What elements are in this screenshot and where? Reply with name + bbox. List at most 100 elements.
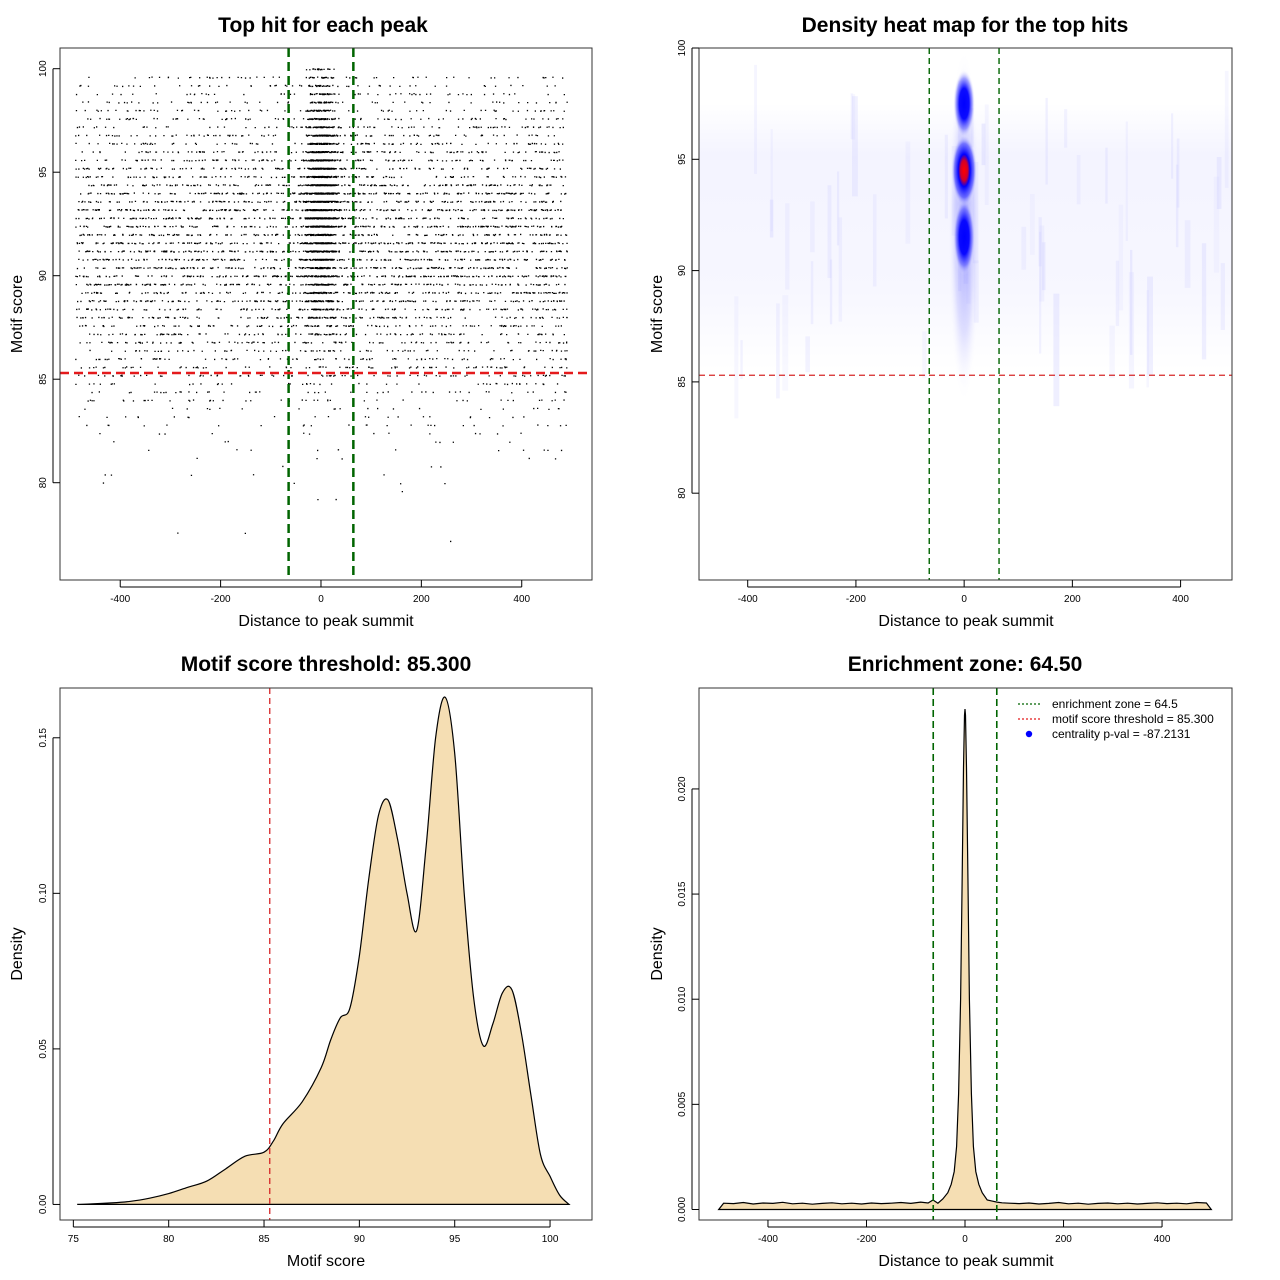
x-tick-label: -400 [738, 594, 758, 605]
score-density-y-label: Density [9, 927, 26, 980]
background-density-streak [805, 336, 810, 373]
y-tick-label: 0.005 [677, 1091, 688, 1116]
hotspot-lower [953, 199, 976, 276]
background-density-streak [1213, 176, 1220, 273]
background-density-streak [740, 340, 743, 379]
score-density-area [77, 696, 571, 1205]
background-density-streak [1220, 263, 1225, 330]
background-density-streak [1039, 231, 1042, 354]
x-tick-label: 200 [413, 594, 430, 605]
y-tick-label: 80 [677, 487, 688, 499]
x-tick-label: -200 [846, 594, 866, 605]
y-tick-label: 90 [38, 270, 49, 282]
scatter-point-cloud [75, 68, 568, 543]
legend: enrichment zone = 64.5 motif score thres… [1018, 697, 1214, 741]
background-density-streak [1224, 70, 1229, 188]
y-tick-label: 85 [38, 373, 49, 385]
scatter-x-label: Distance to peak summit [238, 613, 414, 630]
x-tick-label: -400 [110, 594, 130, 605]
heatmap-reference-lines [699, 48, 1232, 580]
background-density-streak [1128, 272, 1135, 389]
score-density-x-axis: 75 80 85 90 95 100 [68, 1220, 559, 1245]
scatter-y-axis: 80 85 90 95 100 [38, 60, 60, 488]
y-tick-label: 0.10 [38, 883, 49, 903]
x-tick-label: 80 [163, 1234, 175, 1245]
y-tick-label: 95 [677, 153, 688, 165]
heatmap-x-axis: -400 -200 0 200 400 [738, 580, 1189, 605]
heatmap-title: Density heat map for the top hits [802, 14, 1129, 37]
score-density-x-label: Motif score [287, 1253, 365, 1270]
background-density-streak [829, 259, 833, 325]
background-density-streak [872, 194, 877, 287]
distance-density-y-axis: 0.000 0.005 0.010 0.015 0.020 [677, 776, 699, 1222]
background-density-streak [838, 217, 843, 322]
background-density-streak [769, 199, 774, 238]
background-density-streak [1064, 109, 1068, 148]
background-density-streak [1146, 290, 1149, 388]
x-tick-label: -200 [856, 1234, 876, 1245]
heatmap-x-label: Distance to peak summit [878, 613, 1054, 630]
x-tick-label: 0 [318, 594, 324, 605]
background-density-streak [1109, 325, 1115, 379]
heatmap-hotspots [948, 48, 981, 405]
x-tick-label: 95 [449, 1234, 461, 1245]
score-density-frame [59, 687, 593, 1221]
background-density-streak [1045, 97, 1048, 185]
background-density-streak [1216, 157, 1222, 209]
x-tick-label: 400 [513, 594, 530, 605]
scatter-reference-lines [60, 48, 592, 580]
y-tick-label: 100 [38, 60, 49, 77]
y-tick-label: 0.010 [677, 986, 688, 1011]
background-density-streak [1038, 217, 1042, 267]
heatmap-y-axis: 80 85 90 95 100 [677, 39, 699, 499]
background-density-streak [922, 331, 927, 379]
scatter-plot-frame [59, 47, 593, 581]
y-tick-label: 80 [38, 477, 49, 489]
y-tick-label: 85 [677, 376, 688, 388]
heatmap-plot-frame [698, 47, 1233, 581]
background-density-streak [1053, 293, 1060, 407]
background-density-streak [944, 134, 948, 219]
y-tick-label: 0.020 [677, 776, 688, 801]
background-density-streak [1039, 225, 1045, 302]
x-tick-label: 400 [1154, 1234, 1171, 1245]
y-tick-label: 90 [677, 265, 688, 277]
background-density-streak [1041, 242, 1046, 291]
y-tick-label: 0.015 [677, 881, 688, 906]
background-density-streak [1130, 249, 1133, 355]
legend-label-centrality: centrality p-val = -87.2131 [1052, 727, 1191, 741]
background-density-streak [1125, 121, 1128, 242]
background-density-streak [785, 203, 790, 290]
distance-density-y-label: Density [649, 927, 666, 980]
distance-density-x-axis: -400 -200 0 200 400 [758, 1220, 1171, 1245]
background-density-streak [1176, 138, 1180, 208]
scatter-y-label: Motif score [9, 275, 26, 353]
background-density-streak [1118, 204, 1124, 311]
x-tick-label: 75 [68, 1234, 80, 1245]
legend-label-enrichment-zone: enrichment zone = 64.5 [1052, 697, 1178, 711]
background-density-streak [852, 96, 858, 197]
score-density-title: Motif score threshold: 85.300 [181, 653, 472, 676]
panel-heatmap: Density heat map for the top hits -400 -2… [649, 14, 1233, 630]
x-tick-label: 90 [354, 1234, 366, 1245]
distance-zone-lines [932, 688, 998, 1220]
y-tick-label: 0.00 [38, 1194, 49, 1214]
panel-score-density: Motif score threshold: 85.300 75 80 85 90 95… [9, 653, 593, 1270]
background-density-streak [827, 185, 832, 278]
x-tick-label: 85 [258, 1234, 270, 1245]
x-tick-label: 400 [1172, 594, 1189, 605]
background-density-streak [754, 64, 758, 174]
background-density-streak [1184, 220, 1191, 288]
background-density-streak [782, 295, 789, 391]
background-density-streak [1147, 276, 1153, 375]
background-density-streak [850, 92, 854, 140]
x-tick-label: 200 [1064, 594, 1081, 605]
panel-distance-density: Enrichment zone: 64.50 -400 -200 0 200 400 0… [649, 653, 1233, 1270]
background-density-streak [734, 296, 739, 419]
x-tick-label: 100 [542, 1234, 559, 1245]
distance-density-x-label: Distance to peak summit [878, 1253, 1054, 1270]
y-tick-label: 0.05 [38, 1039, 49, 1059]
panel-scatter: Top hit for each peak -400 -200 0 200 400 80… [9, 14, 593, 630]
scatter-points [75, 68, 568, 543]
